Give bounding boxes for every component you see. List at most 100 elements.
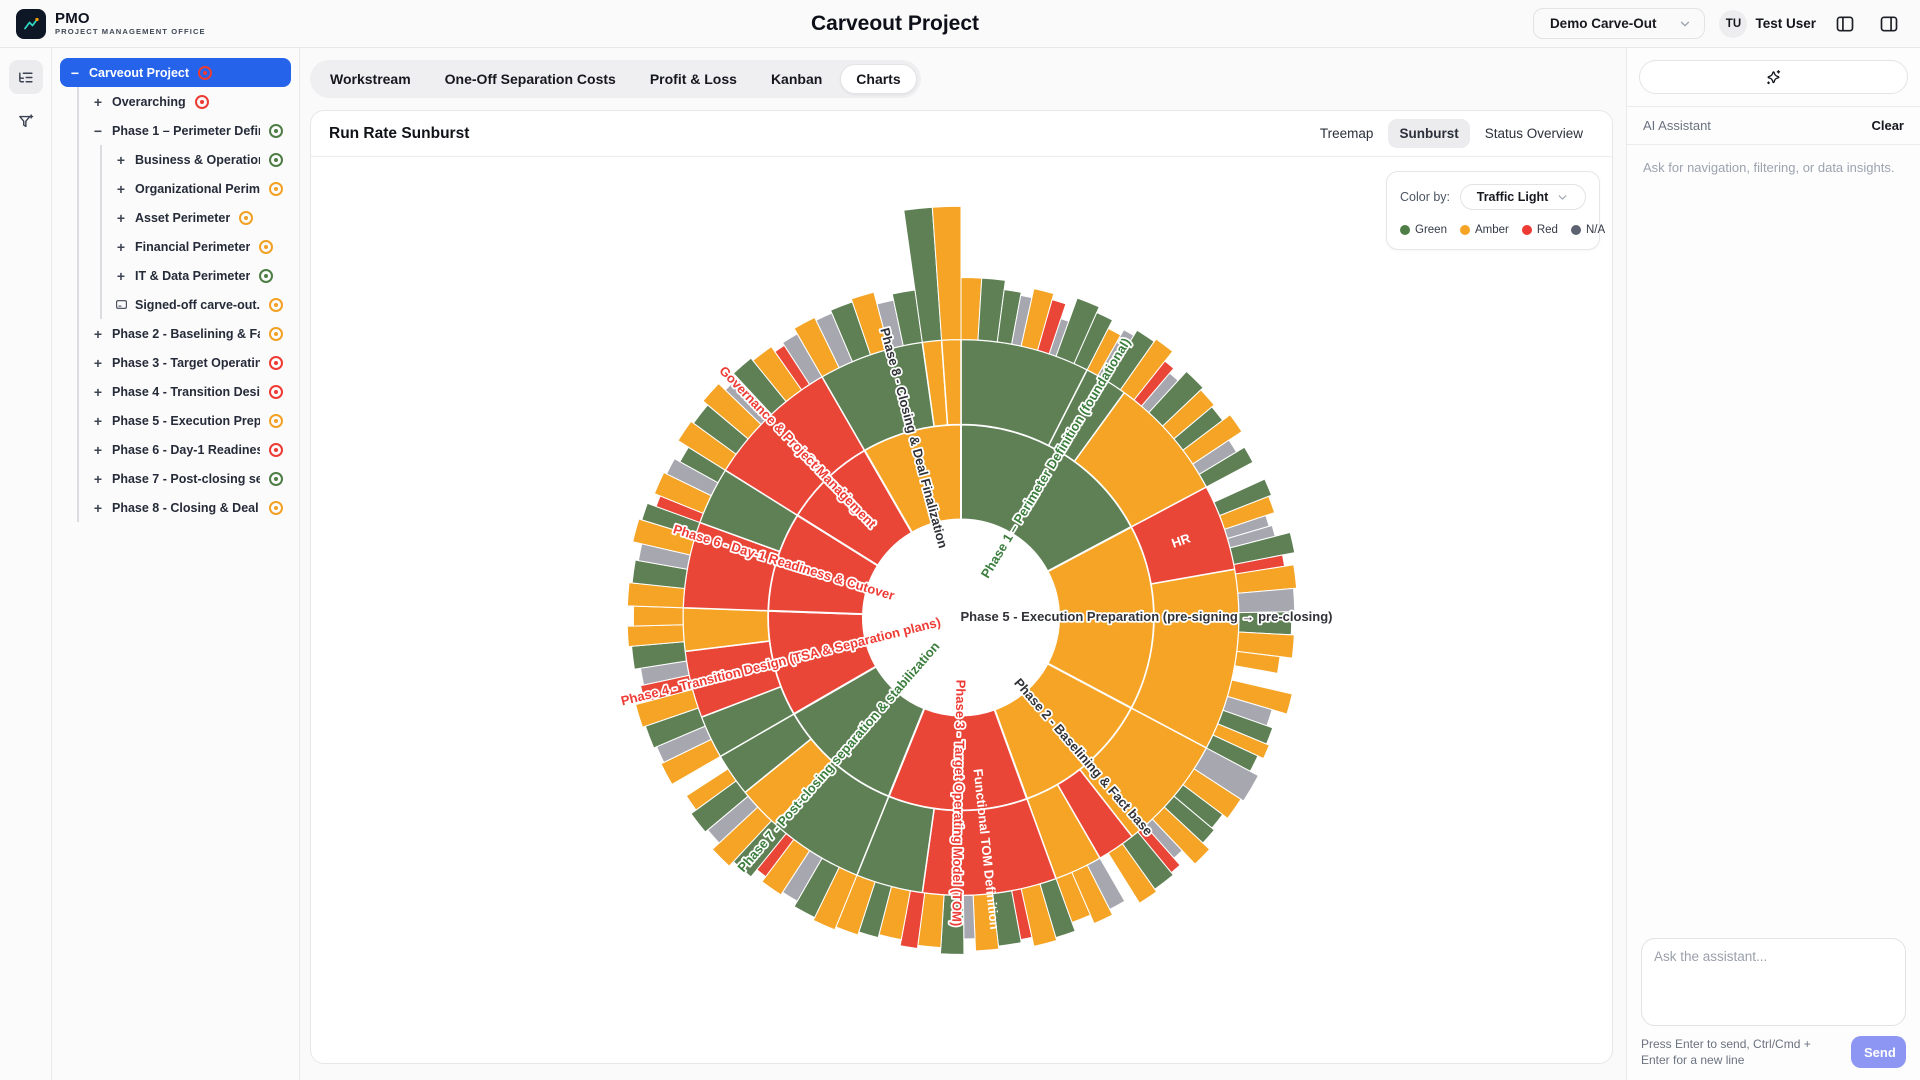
tree-item-phase-4-transition-desig[interactable]: + Phase 4 - Transition Desig...: [83, 377, 291, 406]
legend-item-green: Green: [1400, 224, 1447, 236]
status-amber-icon: [269, 413, 283, 428]
sunburst-task-segment[interactable]: [632, 605, 684, 627]
tree-item-phase-7-post-closing-se[interactable]: + Phase 7 - Post-closing se...: [83, 464, 291, 493]
tree-item-label: Carveout Project: [89, 65, 190, 80]
assistant-clear-button[interactable]: Clear: [1871, 118, 1904, 133]
user-menu[interactable]: TU Test User: [1719, 9, 1816, 38]
chevron-down-icon: [1556, 191, 1569, 204]
status-amber-icon: [269, 500, 283, 515]
expand-icon[interactable]: +: [93, 93, 103, 110]
color-mode-value: Traffic Light: [1476, 190, 1549, 204]
status-green-icon: [269, 471, 283, 486]
tab-workstream[interactable]: Workstream: [314, 64, 427, 94]
tab-charts[interactable]: Charts: [840, 64, 917, 94]
expand-icon[interactable]: +: [116, 238, 126, 255]
expand-icon[interactable]: +: [93, 470, 103, 487]
status-red-icon: [269, 355, 283, 370]
expand-icon[interactable]: +: [93, 499, 103, 516]
tree-item-it-data-perimeter[interactable]: + IT & Data Perimeter: [106, 261, 291, 290]
expand-icon[interactable]: +: [93, 441, 103, 458]
send-button[interactable]: Send: [1851, 1036, 1906, 1068]
user-name: Test User: [1755, 16, 1816, 31]
legend-item-red: Red: [1521, 224, 1558, 236]
view-sunburst[interactable]: Sunburst: [1388, 119, 1470, 148]
color-legend: Color by: Traffic Light Green Amber Red N/A: [1386, 171, 1605, 250]
status-green-icon: [259, 268, 274, 283]
tab-bar: Workstream One-Off Separation Costs Profit…: [310, 60, 921, 98]
sunburst-task-segment[interactable]: [1234, 650, 1281, 674]
assistant-sparkles-button[interactable]: [1639, 60, 1908, 94]
tree-item-financial-perimeter[interactable]: + Financial Perimeter: [106, 232, 291, 261]
card-icon[interactable]: [114, 298, 128, 311]
tree-item-phase-5-execution-prepa[interactable]: + Phase 5 - Execution Prepa...: [83, 406, 291, 435]
tab-one-off-separation-costs[interactable]: One-Off Separation Costs: [429, 64, 632, 94]
tree-item-label: Phase 1 – Perimeter Defini...: [112, 123, 260, 138]
legend-dot: [1459, 225, 1470, 235]
status-amber-icon: [269, 326, 283, 341]
toggle-right-panel-button[interactable]: [1874, 9, 1904, 39]
tree-group: + Business & Operation... + Organizational …: [100, 145, 291, 319]
app-header: PMO PROJECT MANAGEMENT OFFICE Carveout P…: [0, 0, 1920, 48]
tree-item-overarching[interactable]: + Overarching: [83, 87, 291, 116]
tree-item-business-operation[interactable]: + Business & Operation...: [106, 145, 291, 174]
expand-icon[interactable]: +: [93, 325, 103, 342]
view-treemap[interactable]: Treemap: [1309, 119, 1385, 148]
tree-item-label: Phase 2 - Baselining & Fac...: [112, 326, 260, 341]
project-select-value: Demo Carve-Out: [1549, 16, 1657, 31]
expand-icon[interactable]: +: [116, 180, 126, 197]
status-green-icon: [269, 123, 283, 138]
ai-assistant-panel: AI Assistant Clear Ask for navigation, f…: [1626, 48, 1920, 1080]
assistant-footnote: Press Enter to send, Ctrl/Cmd + Enter fo…: [1641, 1036, 1811, 1067]
tree-item-phase-8-closing-deal-f[interactable]: + Phase 8 - Closing & Deal F...: [83, 493, 291, 522]
color-by-label: Color by:: [1400, 190, 1451, 204]
tree-item-phase-2-baselining-fac[interactable]: + Phase 2 - Baselining & Fac...: [83, 319, 291, 348]
color-mode-select[interactable]: Traffic Light: [1460, 184, 1586, 210]
chart-card-header: Run Rate Sunburst Treemap Sunburst Status …: [311, 111, 1612, 157]
tree-item-signed-off-carve-out[interactable]: Signed-off carve-out...: [106, 290, 291, 319]
panel-right-icon: [1880, 15, 1898, 31]
tree-view-button[interactable]: [8, 60, 43, 94]
main-content: Workstream One-Off Separation Costs Profit…: [300, 48, 1626, 1080]
filter-plus-icon: [19, 113, 34, 127]
assistant-input[interactable]: [1641, 937, 1906, 1026]
expand-icon[interactable]: +: [116, 267, 126, 284]
status-amber-icon: [269, 297, 283, 312]
sunburst-chart[interactable]: Phase 1 – Perimeter Definition (foundati…: [311, 157, 1612, 1063]
list-tree-icon: [19, 72, 33, 82]
sunburst-task-segment[interactable]: [1107, 843, 1158, 904]
tree-item-organizational-perime[interactable]: + Organizational Perime...: [106, 174, 291, 203]
collapse-icon[interactable]: −: [70, 64, 80, 81]
expand-icon[interactable]: +: [93, 354, 103, 371]
legend-dot: [1400, 225, 1410, 235]
tree-group: +Overarching−Phase 1 – Perimeter Defini.…: [77, 87, 291, 522]
sunburst-task-segment[interactable]: [931, 205, 962, 341]
tree-item-phase-6-day-1-readines[interactable]: + Phase 6 - Day-1 Readines...: [83, 435, 291, 464]
brand-subtitle: PROJECT MANAGEMENT OFFICE: [55, 27, 206, 37]
brand-name: PMO: [55, 9, 90, 27]
project-tree: − Carveout Project + Overarching − Phase 1 – …: [52, 48, 300, 1080]
chevron-down-icon: [1678, 17, 1692, 31]
view-toggle: Treemap Sunburst Status Overview: [1309, 119, 1594, 148]
expand-icon[interactable]: +: [116, 209, 126, 226]
tab-profit-loss[interactable]: Profit & Loss: [634, 64, 753, 94]
legend-entries: Green Amber Red N/A: [1400, 224, 1605, 236]
expand-icon[interactable]: +: [116, 151, 126, 168]
tree-item-label: Phase 7 - Post-closing se...: [112, 471, 260, 486]
filter-button[interactable]: [9, 104, 43, 138]
tree-item-phase-1-perimeter-defini[interactable]: −Phase 1 – Perimeter Defini...: [83, 116, 291, 145]
assistant-title: AI Assistant: [1643, 118, 1711, 133]
tree-item-phase-3-target-operatin[interactable]: + Phase 3 - Target Operatin...: [83, 348, 291, 377]
tree-item-asset-perimeter[interactable]: + Asset Perimeter: [106, 203, 291, 232]
toggle-left-panel-button[interactable]: [1830, 9, 1860, 39]
status-red-icon: [269, 384, 283, 399]
tab-kanban[interactable]: Kanban: [755, 64, 838, 94]
expand-icon[interactable]: +: [93, 383, 103, 400]
tree-item-carveout-project[interactable]: − Carveout Project: [60, 58, 291, 87]
project-select[interactable]: Demo Carve-Out: [1532, 8, 1706, 39]
chart-card: Run Rate Sunburst Treemap Sunburst Status …: [310, 110, 1613, 1064]
sunburst-task-segment[interactable]: [685, 768, 737, 811]
view-status-overview[interactable]: Status Overview: [1474, 119, 1594, 148]
expand-icon[interactable]: +: [93, 412, 103, 429]
collapse-icon[interactable]: −: [93, 122, 103, 139]
sunburst-phase-label: Phase 3 - Target Operating Model (TOM): [949, 680, 968, 927]
